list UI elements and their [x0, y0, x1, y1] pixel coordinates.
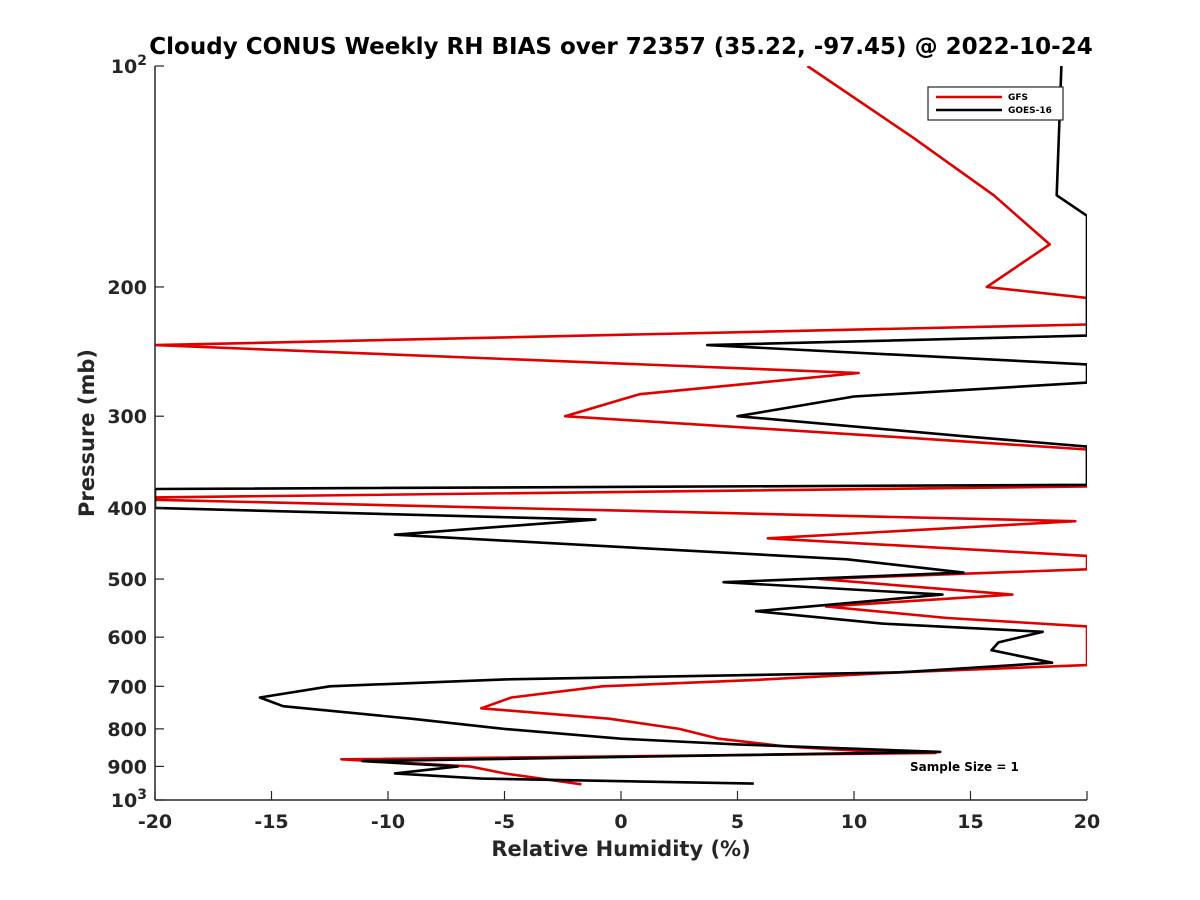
chart-title: Cloudy CONUS Weekly RH BIAS over 72357 (…: [149, 34, 1092, 60]
y-tick-label: 700: [107, 676, 147, 698]
x-tick-label: 10: [841, 811, 867, 833]
x-tick-label: -10: [371, 811, 405, 833]
legend-label-goes16: GOES-16: [1008, 106, 1052, 116]
x-tick-label: -5: [494, 811, 515, 833]
series-line-goes16: [155, 66, 1087, 785]
x-tick-label: 0: [614, 811, 627, 833]
y-tick-label: 300: [107, 406, 147, 428]
axes-layer: [154, 66, 1087, 801]
series-layer: [155, 66, 1087, 786]
legend-label-gfs: GFS: [1008, 93, 1028, 103]
ticks-layer: -20 -15 -10 -5 0 5 10 15 20 102 200 300 400 500 600 700…: [107, 53, 1100, 833]
x-tick-label: -20: [138, 811, 172, 833]
x-tick-label: 5: [731, 811, 744, 833]
y-tick-label: 900: [107, 756, 147, 778]
y-tick-label: 800: [107, 719, 147, 741]
x-tick-label: -15: [254, 811, 288, 833]
y-tick-label: 103: [111, 787, 147, 812]
y-axis-label: Pressure (mb): [75, 349, 99, 517]
sample-size-annotation: Sample Size = 1: [910, 760, 1019, 774]
legend-box: [927, 86, 1064, 121]
y-tick-label: 600: [107, 627, 147, 649]
x-tick-label: 20: [1074, 811, 1100, 833]
legend: GFS GOES-16: [927, 86, 1064, 121]
x-tick-label: 15: [957, 811, 983, 833]
y-tick-label: 500: [107, 569, 147, 591]
y-tick-label: 400: [107, 498, 147, 520]
x-axis-label: Relative Humidity (%): [491, 837, 750, 861]
y-tick-label: 102: [111, 53, 147, 78]
y-tick-label: 200: [107, 277, 147, 299]
